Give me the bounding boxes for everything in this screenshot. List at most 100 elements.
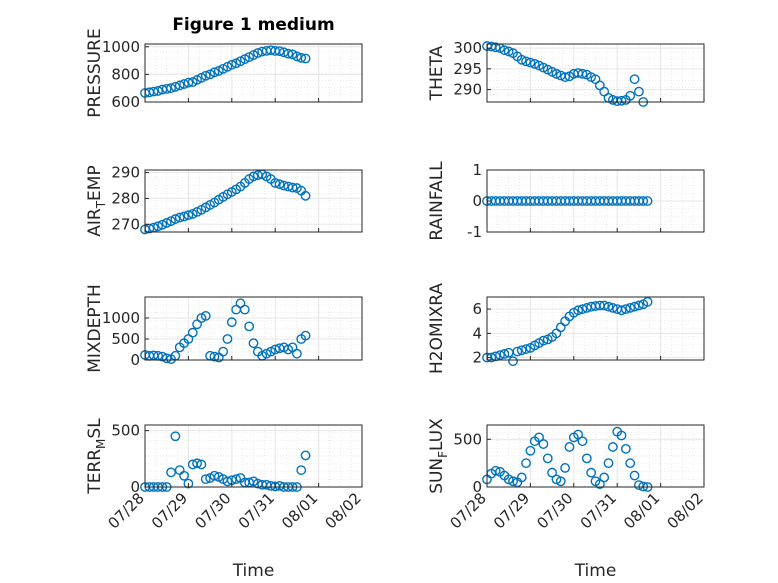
data-point [231, 474, 242, 485]
y-tick-label: 1000 [102, 309, 140, 327]
data-point [218, 346, 229, 357]
data-point [200, 70, 211, 81]
data-point [209, 470, 220, 481]
data-point [547, 467, 557, 478]
data-point [508, 476, 518, 487]
data-point [642, 296, 653, 307]
data-point [179, 211, 189, 222]
data-point [200, 310, 211, 321]
data-point [153, 221, 163, 232]
data-point [161, 83, 172, 94]
data-point [192, 458, 202, 469]
data-point [538, 439, 549, 449]
data-point [607, 303, 618, 313]
x-tick-label: 07/31 [577, 489, 620, 532]
data-point [239, 304, 250, 315]
y-tick-label: 500 [111, 422, 140, 440]
data-point [634, 86, 644, 97]
y-axis-label: MIXDEPTH [85, 284, 105, 373]
data-point [278, 180, 289, 191]
data-point [525, 57, 536, 68]
data-point [499, 349, 510, 359]
data-point [516, 472, 527, 483]
y-axis-label: RAINFALL [427, 161, 447, 241]
data-point [625, 303, 636, 313]
data-point [291, 51, 302, 62]
data-point [183, 478, 194, 489]
data-point [616, 430, 627, 441]
axes-box [486, 43, 705, 103]
data-point [551, 474, 562, 485]
y-axis-label: SUNFLUX [427, 418, 450, 494]
y-tick-label: 500 [453, 430, 482, 448]
data-point [599, 472, 610, 483]
x-tick-label: 07/28 [447, 489, 490, 532]
data-point [521, 56, 531, 67]
data-point [153, 86, 163, 96]
data-point [521, 344, 531, 354]
data-point [200, 474, 211, 485]
data-point [603, 458, 614, 469]
x-tick-label: 07/29 [148, 489, 191, 532]
data-point [516, 345, 527, 356]
y-tick-label: 800 [111, 65, 140, 83]
x-tick-label: 07/31 [235, 489, 278, 532]
axes-box [486, 424, 705, 488]
axes-box [144, 169, 363, 233]
y-tick-label: 2 [472, 349, 482, 367]
y-axis-label: AIRTEMP [85, 165, 108, 236]
data-point [577, 68, 588, 79]
data-point [629, 74, 640, 85]
y-tick-label: 270 [111, 215, 140, 233]
y-axis-label: THETA [427, 45, 447, 101]
data-point [161, 218, 172, 228]
data-point [270, 178, 281, 188]
data-point [170, 431, 181, 442]
data-point [296, 465, 307, 475]
data-point [577, 304, 588, 315]
axes-box [144, 43, 363, 103]
x-tick-label: 08/01 [278, 489, 321, 532]
data-point [252, 48, 263, 58]
data-point [620, 443, 631, 454]
y-tick-label: 1 [472, 161, 482, 179]
data-point [166, 467, 176, 478]
data-point [287, 182, 298, 193]
data-point [222, 334, 233, 344]
data-point [564, 442, 575, 452]
data-point [291, 348, 302, 359]
data-point [599, 300, 610, 311]
y-tick-label: 1000 [102, 38, 140, 56]
data-point [642, 196, 653, 206]
data-point [577, 436, 588, 447]
x-tick-label: 07/30 [533, 489, 576, 532]
data-point [209, 67, 220, 78]
data-point [629, 470, 640, 481]
y-axis-label: TERRMSL [85, 418, 108, 495]
y-tick-label: 0 [130, 351, 140, 369]
data-point [179, 79, 189, 89]
data-point [634, 300, 644, 311]
data-point [300, 450, 311, 461]
data-point [174, 80, 185, 91]
data-point [300, 53, 311, 64]
data-point [573, 305, 584, 316]
data-point [594, 479, 605, 490]
data-point [603, 301, 614, 312]
data-point [148, 86, 159, 97]
data-point [296, 52, 307, 63]
data-point [560, 72, 571, 83]
y-tick-label: 0 [130, 478, 140, 496]
data-point [274, 46, 285, 57]
data-point [244, 321, 255, 332]
y-tick-label: 4 [472, 324, 482, 342]
data-point [629, 301, 640, 312]
data-point [534, 432, 544, 443]
data-point [586, 467, 597, 478]
y-axis-label: PRESSURE [85, 28, 105, 117]
data-point [270, 344, 281, 355]
data-point [538, 335, 549, 346]
data-point [529, 58, 540, 69]
x-tick-label: 08/02 [322, 489, 365, 532]
y-tick-label: 500 [111, 330, 140, 348]
